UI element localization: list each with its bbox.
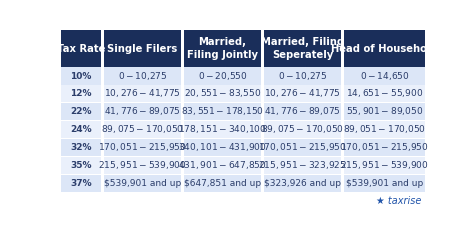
FancyBboxPatch shape	[264, 68, 341, 85]
FancyBboxPatch shape	[61, 30, 425, 193]
Text: $215,951 - $539,900: $215,951 - $539,900	[98, 159, 187, 171]
Text: 35%: 35%	[70, 161, 92, 170]
FancyBboxPatch shape	[61, 175, 101, 192]
Text: $14,651 - $55,900: $14,651 - $55,900	[346, 87, 423, 99]
Text: $431,901 - $647,850: $431,901 - $647,850	[178, 159, 267, 171]
Text: $55,901 - $89,050: $55,901 - $89,050	[346, 105, 423, 117]
Text: $41,776 - $89,075: $41,776 - $89,075	[104, 105, 181, 117]
FancyBboxPatch shape	[344, 139, 425, 156]
FancyBboxPatch shape	[104, 68, 181, 85]
Text: $170,051 - $215,950: $170,051 - $215,950	[258, 141, 347, 153]
FancyBboxPatch shape	[344, 30, 425, 67]
FancyBboxPatch shape	[344, 68, 425, 85]
Text: $83,551 - $178,150: $83,551 - $178,150	[181, 105, 264, 117]
FancyBboxPatch shape	[184, 103, 261, 120]
Text: $170,051 - $215,950: $170,051 - $215,950	[98, 141, 187, 153]
Text: ★ taxrise: ★ taxrise	[376, 196, 421, 206]
FancyBboxPatch shape	[344, 103, 425, 120]
FancyBboxPatch shape	[264, 30, 341, 67]
FancyBboxPatch shape	[344, 85, 425, 102]
FancyBboxPatch shape	[104, 157, 181, 174]
FancyBboxPatch shape	[264, 85, 341, 102]
Text: 37%: 37%	[70, 179, 92, 188]
Text: Married,
Filing Jointly: Married, Filing Jointly	[187, 37, 258, 60]
Text: $0 - $14,650: $0 - $14,650	[360, 70, 409, 82]
Text: 10%: 10%	[70, 72, 92, 81]
Text: Married, Filing
Seperately: Married, Filing Seperately	[261, 37, 344, 60]
Text: $539,901 and up: $539,901 and up	[104, 179, 181, 188]
Text: $647,851 and up: $647,851 and up	[184, 179, 261, 188]
FancyBboxPatch shape	[61, 68, 101, 85]
Text: 24%: 24%	[70, 125, 92, 134]
Text: $215,951 - $539,900: $215,951 - $539,900	[340, 159, 428, 171]
Text: $89,075 - $170,050: $89,075 - $170,050	[101, 123, 184, 135]
Text: $41,776 - $89,075: $41,776 - $89,075	[264, 105, 341, 117]
Text: 32%: 32%	[70, 143, 92, 152]
Text: $89,051 - $170,050: $89,051 - $170,050	[343, 123, 426, 135]
FancyBboxPatch shape	[104, 139, 181, 156]
FancyBboxPatch shape	[104, 103, 181, 120]
FancyBboxPatch shape	[344, 121, 425, 138]
FancyBboxPatch shape	[184, 157, 261, 174]
FancyBboxPatch shape	[184, 68, 261, 85]
Text: $0 - $10,275: $0 - $10,275	[278, 70, 328, 82]
FancyBboxPatch shape	[184, 121, 261, 138]
Text: $89,075 - $170,050: $89,075 - $170,050	[261, 123, 344, 135]
Text: 22%: 22%	[70, 107, 92, 116]
FancyBboxPatch shape	[344, 175, 425, 192]
FancyBboxPatch shape	[104, 85, 181, 102]
FancyBboxPatch shape	[264, 139, 341, 156]
Text: Tax Rate: Tax Rate	[57, 44, 105, 54]
Text: $10,276 - $41,775: $10,276 - $41,775	[264, 87, 341, 99]
FancyBboxPatch shape	[264, 103, 341, 120]
FancyBboxPatch shape	[61, 139, 101, 156]
FancyBboxPatch shape	[61, 103, 101, 120]
Text: $0 - $10,275: $0 - $10,275	[118, 70, 167, 82]
FancyBboxPatch shape	[264, 175, 341, 192]
FancyBboxPatch shape	[184, 175, 261, 192]
FancyBboxPatch shape	[264, 121, 341, 138]
Text: $215,951 - $323,925: $215,951 - $323,925	[258, 159, 347, 171]
FancyBboxPatch shape	[344, 157, 425, 174]
FancyBboxPatch shape	[104, 121, 181, 138]
FancyBboxPatch shape	[184, 30, 261, 67]
FancyBboxPatch shape	[61, 157, 101, 174]
Text: $323,926 and up: $323,926 and up	[264, 179, 341, 188]
Text: Head of Household: Head of Household	[331, 44, 438, 54]
FancyBboxPatch shape	[61, 85, 101, 102]
FancyBboxPatch shape	[61, 121, 101, 138]
Text: $539,901 and up: $539,901 and up	[346, 179, 423, 188]
FancyBboxPatch shape	[104, 175, 181, 192]
Text: $178,151 - $340,100: $178,151 - $340,100	[178, 123, 267, 135]
FancyBboxPatch shape	[184, 139, 261, 156]
Text: Single Filers: Single Filers	[108, 44, 178, 54]
FancyBboxPatch shape	[104, 30, 181, 67]
FancyBboxPatch shape	[264, 157, 341, 174]
Text: $170,051 - $215,950: $170,051 - $215,950	[340, 141, 428, 153]
Text: $340,101 - $431,900: $340,101 - $431,900	[178, 141, 267, 153]
Text: $10,276 - $41,775: $10,276 - $41,775	[104, 87, 181, 99]
Text: $0 - $20,550: $0 - $20,550	[198, 70, 247, 82]
FancyBboxPatch shape	[184, 85, 261, 102]
Text: 12%: 12%	[70, 89, 92, 98]
Text: $20,551 - $83,550: $20,551 - $83,550	[184, 87, 261, 99]
FancyBboxPatch shape	[61, 30, 101, 67]
